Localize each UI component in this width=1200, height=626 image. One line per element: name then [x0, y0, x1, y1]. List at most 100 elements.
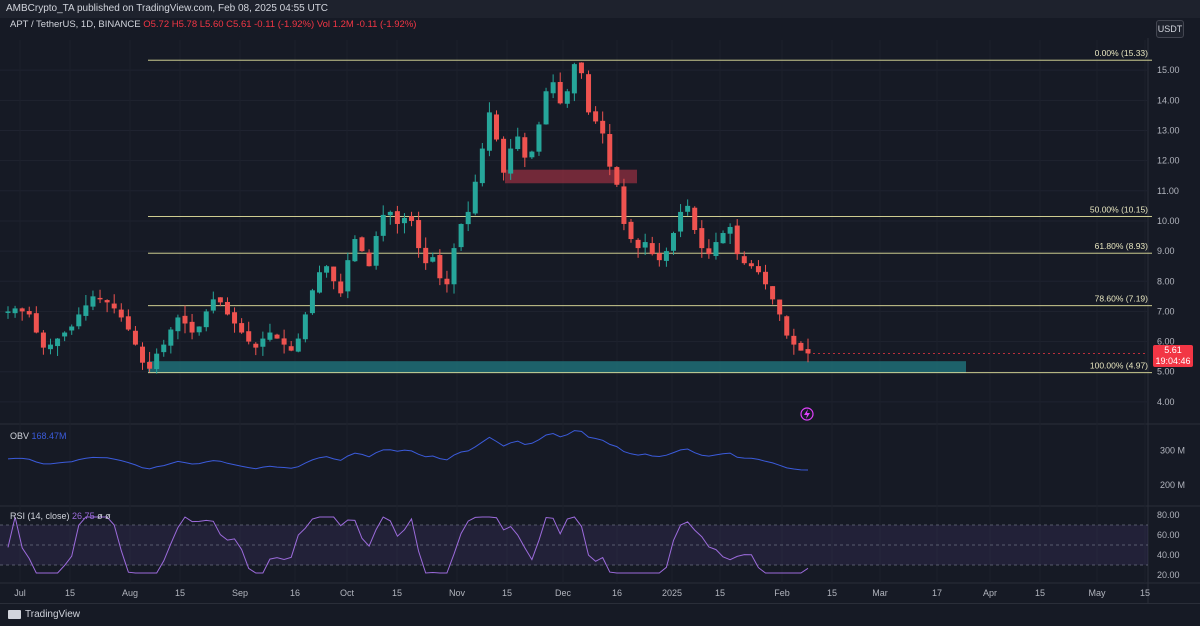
candle-body: [578, 62, 584, 74]
price-tick: 8.00: [1157, 276, 1175, 286]
obv-tick: 300 M: [1160, 446, 1185, 456]
candle-body: [317, 272, 323, 293]
candle-body: [359, 237, 365, 252]
candle-body: [352, 239, 358, 262]
publisher-bar: AMBCrypto_TA published on TradingView.co…: [0, 0, 1200, 18]
time-tick: 15: [65, 588, 75, 598]
time-tick: 2025: [662, 588, 682, 598]
candle-body: [607, 134, 613, 167]
candle-body: [409, 216, 415, 221]
candle-body: [458, 223, 464, 248]
rsi-pane: 20.00 40.00 60.00 80.00: [0, 510, 1180, 580]
time-tick: Apr: [983, 588, 997, 598]
price-tick: 5.00: [1157, 367, 1175, 377]
last-price: 5.61: [1164, 345, 1182, 355]
candle-body: [663, 251, 669, 261]
time-tick: 17: [932, 588, 942, 598]
candle-body: [734, 225, 740, 255]
candle-body: [656, 253, 662, 261]
candle-body: [274, 334, 280, 339]
time-axis[interactable]: Jul 15 Aug 15 Sep 16 Oct 15 Nov 15 Dec 16 2025 15 Feb 1…: [14, 588, 1150, 598]
candle-body: [19, 308, 25, 312]
candle-body: [798, 342, 804, 351]
candle-body: [649, 243, 655, 255]
price-tick: 11.00: [1157, 186, 1179, 196]
time-tick: 16: [612, 588, 622, 598]
candle-body: [97, 297, 103, 300]
obv-name: OBV: [10, 431, 30, 441]
candle-body: [281, 338, 287, 345]
fib-label: 61.80% (8.93): [1095, 241, 1149, 251]
candle-body: [394, 211, 400, 224]
candle-body: [508, 148, 514, 174]
obv-pane: 200 M 300 M: [7, 430, 1185, 490]
candle-body: [5, 311, 11, 313]
candle-body: [140, 346, 146, 363]
candle-body: [465, 211, 471, 225]
candle-body: [770, 286, 776, 300]
candle-body: [550, 82, 556, 94]
candles: [5, 62, 1148, 374]
candle-body: [670, 233, 676, 251]
candle-body: [437, 255, 443, 279]
candle-body: [118, 309, 124, 318]
candle-body: [196, 326, 202, 333]
candle-body: [33, 313, 39, 333]
price-tick: 15.00: [1157, 65, 1180, 75]
candle-body: [175, 317, 181, 332]
candle-body: [147, 362, 153, 369]
time-tick: 15: [1140, 588, 1150, 598]
rsi-tick: 20.00: [1157, 570, 1180, 580]
obv-label: OBV 168.47M: [10, 431, 67, 441]
candle-body: [571, 64, 577, 94]
obv-line: [7, 430, 809, 471]
candle-body: [522, 137, 528, 158]
candle-body: [557, 81, 563, 104]
candle-body: [416, 220, 422, 249]
candle-body: [104, 300, 110, 303]
candle-body: [423, 247, 429, 264]
candle-body: [784, 316, 790, 336]
rsi-tick: 40.00: [1157, 550, 1180, 560]
candle-body: [182, 315, 188, 324]
symbol-name[interactable]: APT / TetherUS, 1D, BINANCE: [10, 19, 141, 30]
candle-body: [727, 226, 733, 234]
time-tick: 16: [290, 588, 300, 598]
candle-body: [685, 205, 691, 212]
candle-body: [345, 260, 351, 292]
time-tick: Oct: [340, 588, 355, 598]
candle-body: [132, 330, 138, 345]
candle-body: [791, 335, 797, 345]
brand[interactable]: TradingView: [25, 609, 81, 620]
price-axis[interactable]: 4.00 5.00 6.00 7.00 8.00 9.00 10.00 11.00 12.00 1…: [1157, 65, 1180, 407]
fib-levels: 0.00% (15.33) 50.00% (10.15) 61.80% (8.93)…: [148, 48, 1152, 374]
candle-body: [586, 74, 592, 113]
candle-body: [366, 252, 372, 267]
time-tick: 15: [827, 588, 837, 598]
demand-zone: [148, 361, 966, 373]
currency-button[interactable]: USDT: [1156, 20, 1184, 38]
time-tick: Aug: [122, 588, 138, 598]
rsi-band: [0, 525, 1148, 565]
candle-body: [246, 331, 252, 342]
candle-body: [76, 314, 82, 327]
time-tick: 15: [1035, 588, 1045, 598]
time-tick: 15: [392, 588, 402, 598]
rsi-label: RSI (14, close) 26.75 ø ø: [10, 511, 111, 521]
time-tick: Sep: [232, 588, 248, 598]
candle-body: [451, 248, 457, 285]
fib-label: 50.00% (10.15): [1090, 204, 1148, 214]
rsi-line: [7, 516, 809, 574]
rsi-tick: 60.00: [1157, 530, 1180, 540]
candle-body: [444, 278, 450, 285]
candle-body: [493, 114, 499, 140]
candle-body: [678, 211, 684, 232]
candle-body: [501, 138, 507, 173]
flash-icon[interactable]: [800, 407, 814, 421]
price-tick: 6.00: [1157, 337, 1175, 347]
tradingview-logo-icon: [8, 609, 21, 619]
candle-body: [111, 303, 117, 309]
publisher-text: AMBCrypto_TA published on TradingView.co…: [6, 3, 329, 14]
candle-body: [260, 338, 266, 347]
